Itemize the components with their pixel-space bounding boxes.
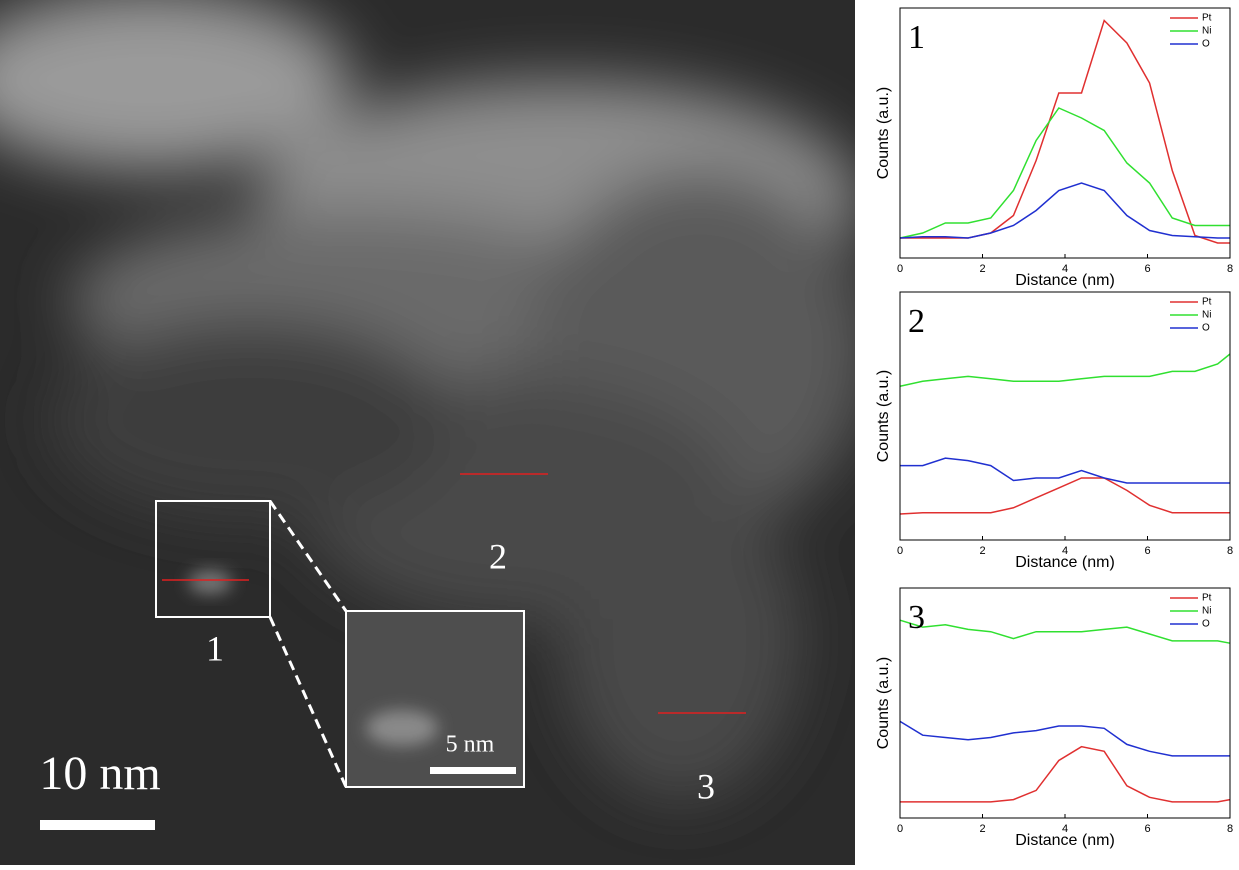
x-tick-label: 8 (1227, 545, 1233, 557)
x-tick-label: 0 (897, 263, 903, 275)
legend-label: O (1202, 323, 1210, 334)
legend-label: Ni (1202, 310, 1211, 321)
x-tick-label: 6 (1144, 545, 1150, 557)
y-axis-title: Counts (a.u.) (875, 370, 892, 462)
x-tick-label: 2 (979, 263, 985, 275)
plot-frame (899, 291, 1231, 541)
data-line (899, 353, 1231, 387)
panel-label: 3 (908, 599, 925, 636)
region-label: 3 (697, 766, 715, 806)
legend-label: O (1202, 39, 1210, 50)
region-label: 2 (489, 536, 507, 576)
panel-label: 1 (908, 19, 925, 56)
data-line (900, 745, 1231, 803)
legend-label: O (1202, 619, 1210, 630)
y-axis-title: Counts (a.u.) (875, 87, 892, 179)
x-tick-label: 6 (1144, 823, 1150, 835)
legend-label: Ni (1202, 26, 1211, 37)
data-line (899, 182, 1230, 239)
plot-frame (899, 587, 1231, 819)
inset-scale-bar-label: 5 nm (446, 732, 495, 758)
data-line (900, 19, 1230, 244)
panel-label: 2 (908, 303, 925, 340)
micrograph: 10 nm 5 nm 1 2 3 (0, 0, 855, 865)
data-line (899, 107, 1230, 239)
legend-label: Pt (1202, 297, 1212, 308)
x-tick-label: 8 (1227, 263, 1233, 275)
x-tick-label: 0 (897, 823, 903, 835)
data-line (900, 457, 1230, 484)
legend-label: Pt (1202, 13, 1212, 24)
data-line (899, 477, 1230, 515)
x-axis-title: Distance (nm) (1015, 272, 1115, 289)
legend-label: Pt (1202, 593, 1212, 604)
data-line (899, 720, 1230, 757)
x-axis-title: Distance (nm) (1015, 832, 1115, 849)
x-tick-label: 2 (979, 545, 985, 557)
data-line (899, 619, 1231, 644)
x-tick-label: 8 (1227, 823, 1233, 835)
legend-label: Ni (1202, 606, 1211, 617)
x-tick-label: 4 (1062, 823, 1068, 835)
x-tick-label: 6 (1144, 263, 1150, 275)
region-label: 1 (206, 628, 224, 668)
x-tick-label: 0 (897, 545, 903, 557)
x-axis-title: Distance (nm) (1015, 554, 1115, 571)
scale-bar-label: 10 nm (39, 747, 160, 800)
x-tick-label: 4 (1062, 545, 1068, 557)
y-axis-title: Counts (a.u.) (875, 657, 892, 749)
x-tick-label: 2 (979, 823, 985, 835)
x-tick-label: 4 (1062, 263, 1068, 275)
